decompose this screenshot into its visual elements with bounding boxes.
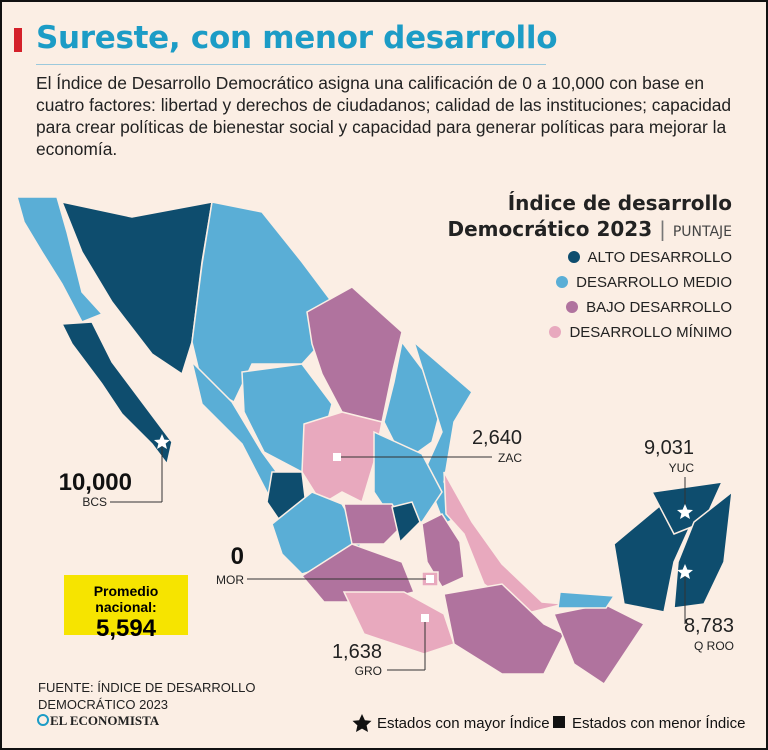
callout-value: 9,031 <box>644 437 694 459</box>
source-line: FUENTE: ÍNDICE DE DESARROLLO <box>38 680 256 695</box>
legend-item: DESARROLLO MEDIO <box>448 270 732 295</box>
callout-state: GRO <box>355 664 382 678</box>
state <box>373 430 443 523</box>
state <box>191 201 333 404</box>
legend-swatch <box>567 251 580 263</box>
legend-title: Índice de desarrollo <box>507 191 732 215</box>
title-rule <box>36 64 546 65</box>
legend-label: DESARROLLO MÍNIMO <box>569 324 732 341</box>
state <box>60 200 213 376</box>
callout-state: YUC <box>669 461 695 475</box>
key-label: Estados con mayor Índice <box>377 715 550 732</box>
legend-swatch <box>566 301 579 313</box>
legend: Índice de desarrollo Democrático 2023 | … <box>448 190 732 345</box>
star-marker <box>677 564 693 579</box>
source: FUENTE: ÍNDICE DE DESARROLLO DEMOCRÁTICO… <box>38 679 255 713</box>
legend-title-row: Democrático 2023 | PUNTAJE <box>447 217 732 241</box>
state <box>301 411 383 506</box>
state <box>391 501 421 544</box>
description: El Índice de Desarrollo Democrático asig… <box>36 73 732 159</box>
star-marker <box>677 504 693 519</box>
callout-value: 2,640 <box>472 427 522 449</box>
average-value: 5,594 <box>95 615 157 642</box>
callout-state: ZAC <box>498 451 522 465</box>
square-marker <box>421 614 429 622</box>
national-average: Promedio nacional: 5,594 <box>64 575 188 642</box>
state <box>673 490 733 609</box>
callout-value: 0 <box>231 543 244 570</box>
callout-state: MOR <box>216 573 244 587</box>
legend-item: ALTO DESARROLLO <box>448 245 732 270</box>
star-marker <box>154 434 170 449</box>
callout-value: 1,638 <box>332 641 382 663</box>
state <box>300 543 416 603</box>
state <box>60 321 173 466</box>
legend-unit: PUNTAJE <box>672 224 732 240</box>
callout-value: 8,783 <box>684 615 734 637</box>
state <box>421 513 465 588</box>
legend-items: ALTO DESARROLLO DESARROLLO MEDIO BAJO DESA… <box>448 245 732 345</box>
legend-item: BAJO DESARROLLO <box>448 295 732 320</box>
brand-logo <box>37 714 49 726</box>
square-marker <box>333 453 341 461</box>
legend-label: BAJO DESARROLLO <box>586 299 732 316</box>
key-label: Estados con menor Índice <box>572 715 745 732</box>
key-square <box>553 716 565 728</box>
average-label: Promedio nacional: <box>93 583 159 615</box>
state <box>552 603 646 686</box>
callout-value: 10,000 <box>59 469 132 496</box>
state <box>343 503 405 545</box>
legend-label: DESARROLLO MEDIO <box>576 274 732 291</box>
legend-item: DESARROLLO MÍNIMO <box>448 320 732 345</box>
callout-state: Q ROO <box>694 639 734 653</box>
legend-swatch <box>556 276 569 288</box>
square-marker <box>426 575 434 583</box>
legend-title: Democrático 2023 <box>447 217 653 241</box>
brand: EL ECONOMISTA <box>50 713 160 728</box>
title: Sureste, con menor desarrollo <box>36 20 558 56</box>
source-line: DEMOCRÁTICO 2023 <box>38 697 169 712</box>
states <box>16 196 733 686</box>
callout-state: BCS <box>82 495 107 509</box>
state <box>16 196 104 323</box>
state <box>443 583 566 675</box>
state <box>557 591 616 609</box>
legend-swatch <box>549 326 562 338</box>
title-accent <box>14 28 22 52</box>
legend-label: ALTO DESARROLLO <box>587 249 733 266</box>
key-star <box>352 714 372 732</box>
